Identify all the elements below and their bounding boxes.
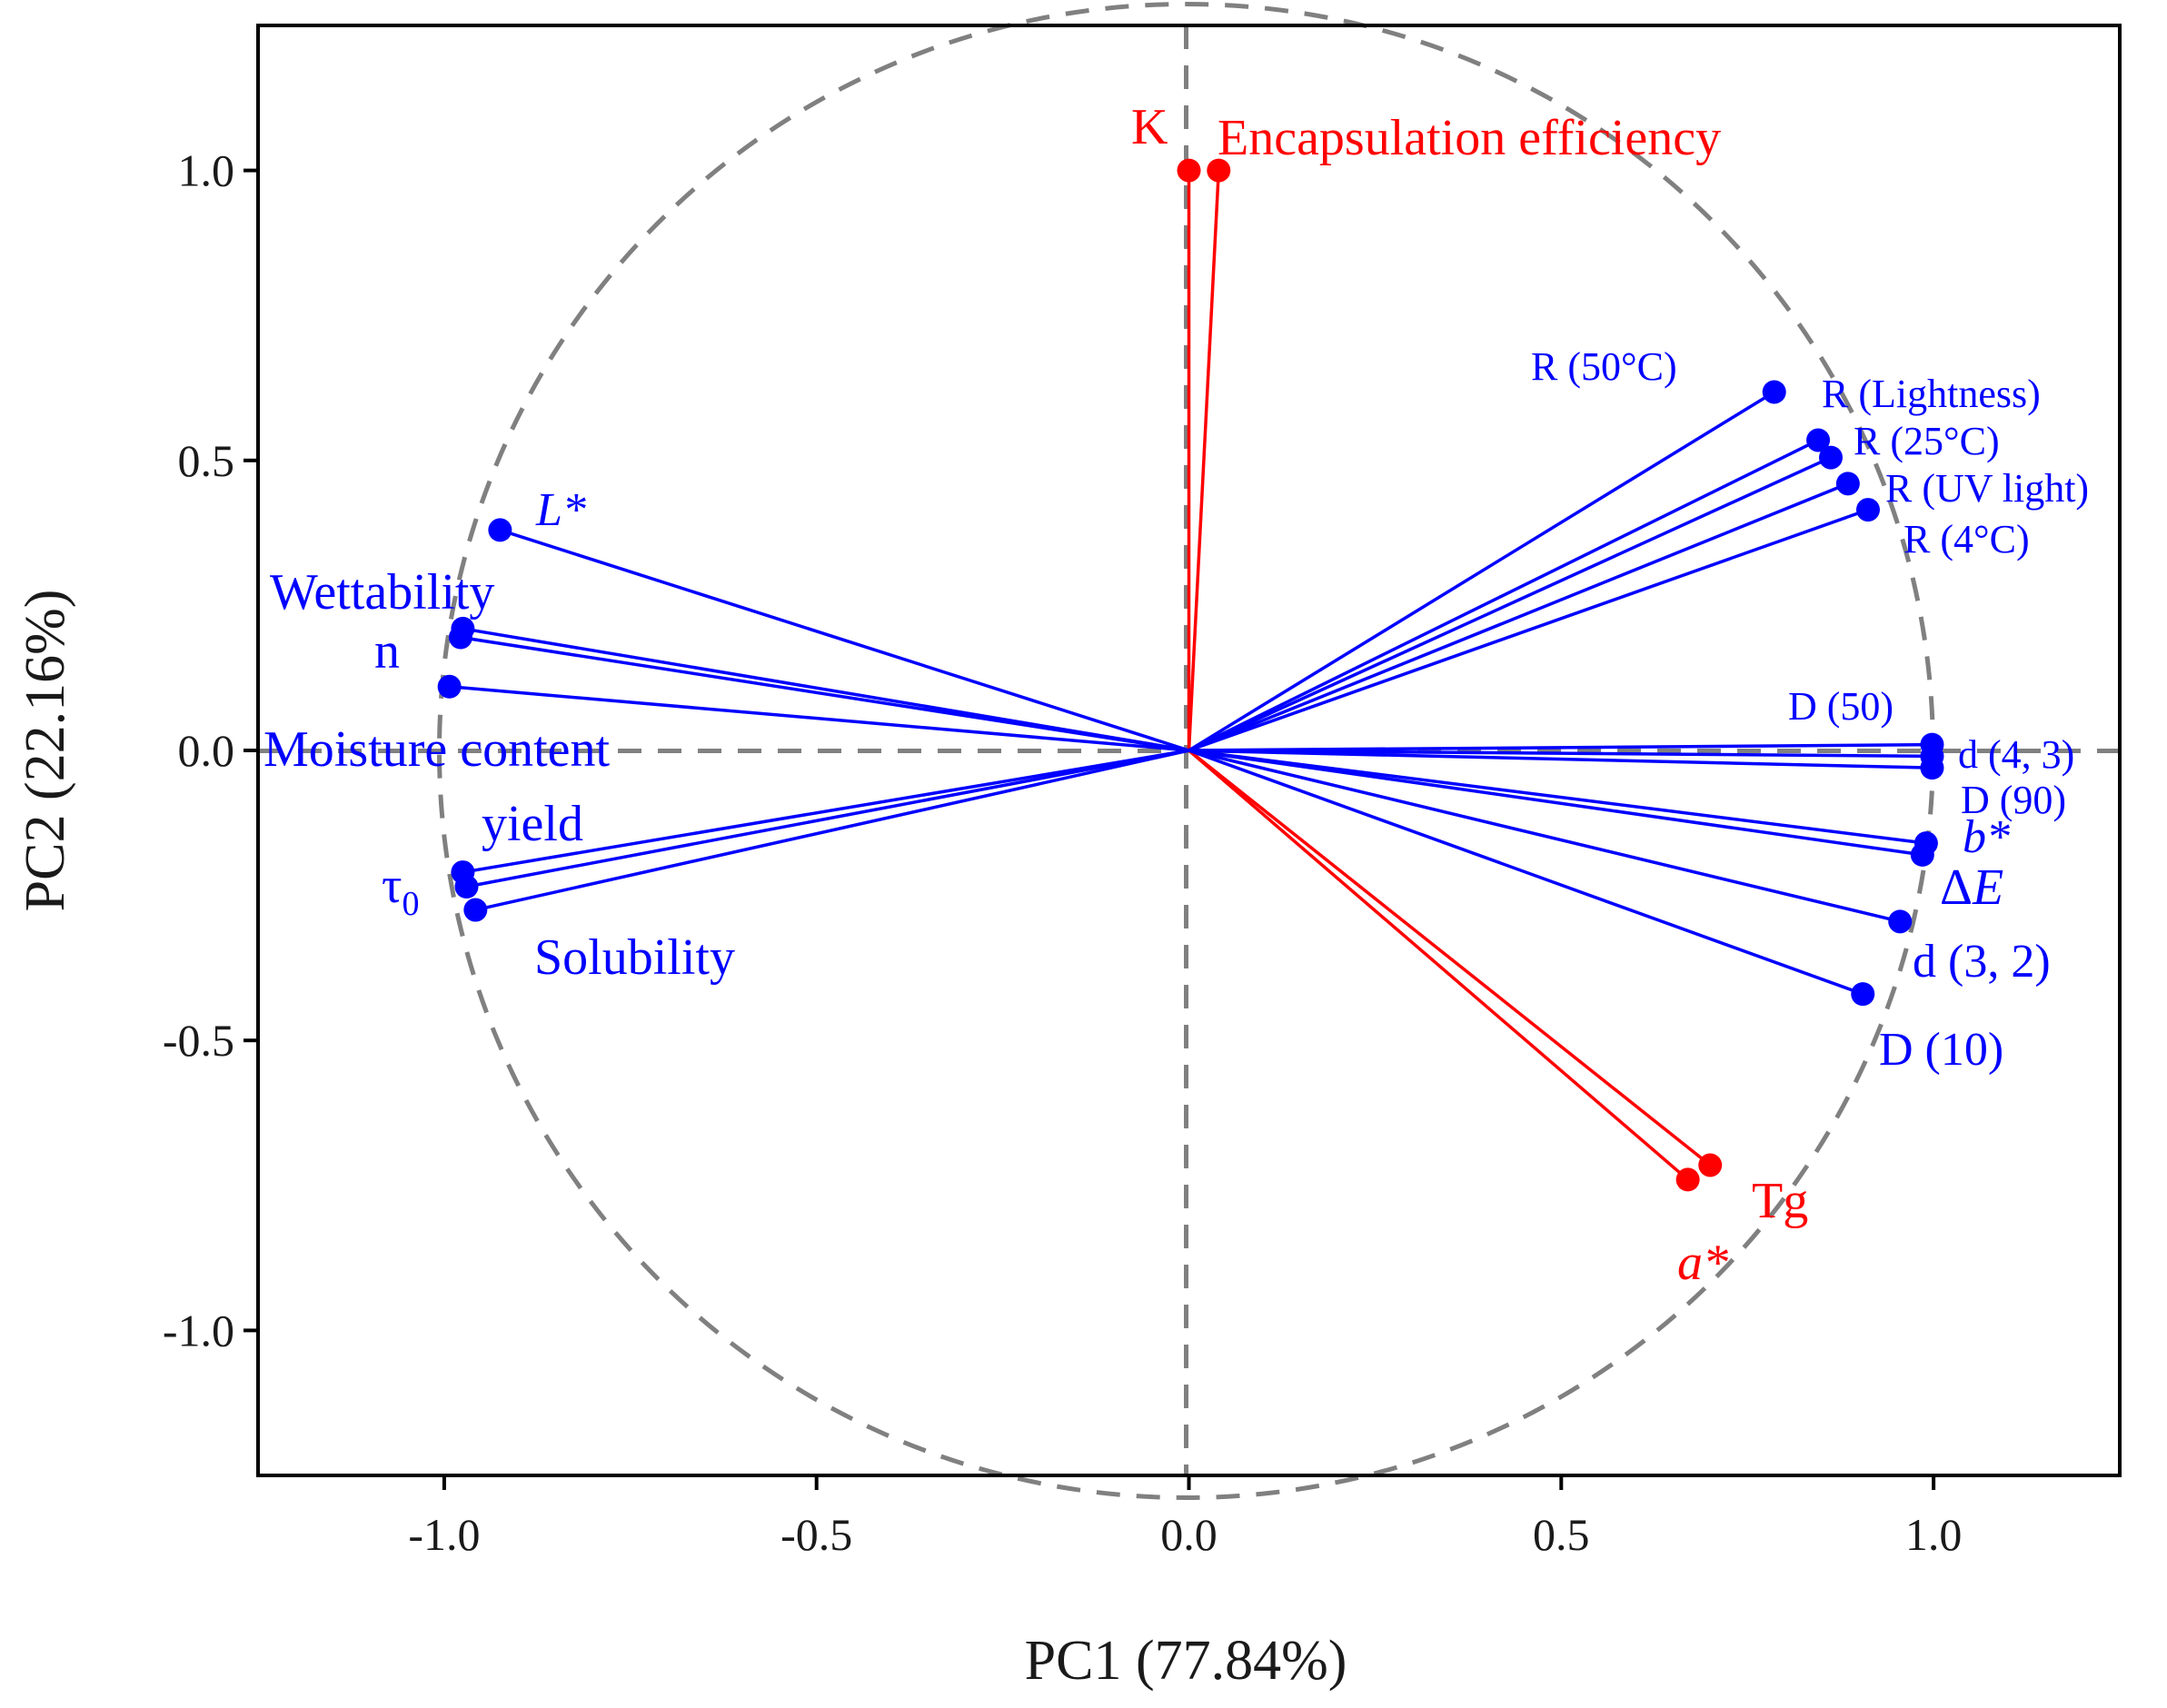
vector-d-4-3 <box>1188 749 1933 759</box>
point-a <box>1675 1167 1700 1192</box>
label-yield: yield <box>482 796 583 852</box>
label-d-90: D (90) <box>1961 778 2066 822</box>
vector-encapsulation-efficiency <box>1187 170 1221 751</box>
point-d-90 <box>1920 756 1944 780</box>
vector-tg <box>1188 749 1712 1167</box>
label-moisture-content: Moisture content <box>263 721 610 778</box>
x-axis-ticks: -1.0 -0.5 0.0 0.5 1.0 <box>408 1475 1962 1560</box>
label-tg: Tg <box>1752 1173 1808 1229</box>
point-encapsulation-efficiency <box>1207 158 1231 183</box>
variable-labels: K Encapsulation efficiency Tg a* R (50°C… <box>263 99 2089 1291</box>
y-tick-label: -1.0 <box>163 1305 234 1355</box>
label-d-4-3: d (4, 3) <box>1958 732 2074 777</box>
point-r-4-c <box>1855 498 1880 522</box>
vector-d-50 <box>1188 742 1933 752</box>
label-l-star: L* <box>535 484 586 536</box>
vector-d-90 <box>1188 749 1933 770</box>
y-axis-ticks: -1.0 -0.5 0.0 0.5 1.0 <box>163 145 258 1355</box>
vector-0 <box>466 749 1189 889</box>
label-delta-e: ΔE <box>1940 859 2003 916</box>
x-tick-label: 0.0 <box>1160 1509 1218 1560</box>
point-n <box>448 625 472 650</box>
x-tick-label: 1.0 <box>1905 1509 1963 1560</box>
label-r-4c: R (4°C) <box>1904 517 2030 561</box>
point-r-lightness <box>1806 428 1831 452</box>
point-k <box>1177 158 1201 183</box>
point-tg <box>1698 1153 1723 1177</box>
x-axis-title: PC1 (77.84%) <box>1025 1630 1347 1692</box>
label-d-10: D (10) <box>1879 1024 2003 1076</box>
vector-yield <box>462 749 1189 874</box>
point-solubility <box>463 898 488 922</box>
point-e <box>1910 842 1934 867</box>
vector-a <box>1188 749 1689 1181</box>
y-tick-label: -0.5 <box>163 1015 234 1066</box>
vector-moisture-content <box>449 685 1189 752</box>
y-tick-label: 0.5 <box>178 435 235 486</box>
point-moisture-content <box>437 674 462 699</box>
label-k: K <box>1131 99 1168 155</box>
label-tau-0: τ0 <box>382 858 420 923</box>
vector-solubility <box>474 749 1189 912</box>
vector-d-3-2 <box>1188 749 1901 924</box>
point-r-50-c <box>1762 380 1786 404</box>
vector-d-10 <box>1188 749 1864 996</box>
point-r-25-c <box>1818 445 1843 470</box>
label-n: n <box>374 623 400 680</box>
point-d-3-2 <box>1888 909 1913 934</box>
vector-r-4-c <box>1188 508 1869 752</box>
label-solubility: Solubility <box>534 929 735 986</box>
point-r-uv-light <box>1835 472 1860 496</box>
vector-l <box>499 528 1190 752</box>
vector-r-uv-light <box>1188 482 1849 752</box>
label-b-star: b* <box>1963 811 2010 863</box>
vector-n <box>460 635 1189 752</box>
vector-b <box>1188 749 1927 845</box>
loading-points <box>437 158 1944 1192</box>
loading-vectors <box>449 170 1933 1181</box>
vector-e <box>1188 749 1923 857</box>
x-tick-label: -0.5 <box>780 1509 852 1560</box>
label-r-uv-light: R (UV light) <box>1885 466 2089 511</box>
label-encapsulation-efficiency: Encapsulation efficiency <box>1218 110 1721 166</box>
point-l <box>488 518 512 542</box>
x-tick-label: -1.0 <box>408 1509 480 1560</box>
point-d-10 <box>1851 982 1875 1007</box>
y-axis-title: PC2 (22.16%) <box>15 590 76 912</box>
label-r-50c: R (50°C) <box>1531 344 1677 389</box>
y-tick-label: 1.0 <box>178 145 235 196</box>
label-a-star: a* <box>1677 1235 1728 1291</box>
label-d-3-2: d (3, 2) <box>1913 936 2051 988</box>
label-d-50: D (50) <box>1788 684 1894 729</box>
label-wettability: Wettability <box>270 564 494 621</box>
y-tick-label: 0.0 <box>178 725 235 776</box>
vector-r-50-c <box>1188 390 1775 752</box>
label-r-lightness: R (Lightness) <box>1822 372 2041 416</box>
point-0 <box>454 875 479 899</box>
label-r-25c: R (25°C) <box>1854 419 2000 463</box>
x-tick-label: 0.5 <box>1533 1509 1590 1560</box>
vector-r-25-c <box>1188 456 1832 752</box>
vector-r-lightness <box>1188 438 1819 752</box>
